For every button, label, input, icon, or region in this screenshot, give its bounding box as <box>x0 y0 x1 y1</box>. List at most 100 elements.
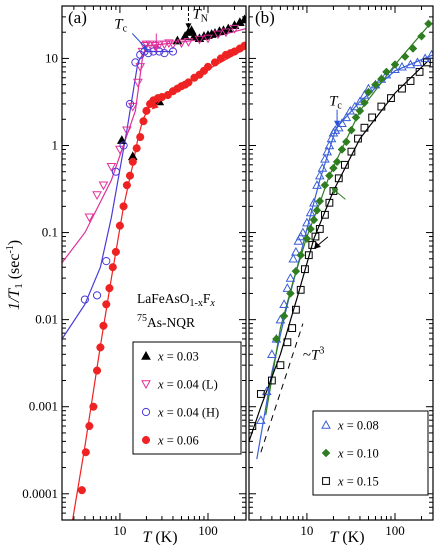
x-tick-label: 10 <box>113 523 126 538</box>
legend-marker <box>141 435 151 445</box>
data-point <box>349 101 360 111</box>
data-point <box>312 205 322 215</box>
data-point <box>256 390 265 398</box>
data-point <box>406 77 415 85</box>
legend-label: x = 0.03 <box>157 350 199 364</box>
data-point <box>105 284 114 293</box>
data-point <box>330 125 341 134</box>
data-point <box>128 157 137 166</box>
panel-b: 10 100 T (K) (b) x = 0.08 x = 0.10 x = 0.15 Tc ~… <box>248 5 434 545</box>
data-point <box>360 98 369 108</box>
data-point <box>80 295 89 304</box>
data-point <box>325 171 334 181</box>
y-tick-label: 10 <box>45 50 58 65</box>
data-point <box>221 28 231 38</box>
y-axis-title: 1/T1 (sec-1) <box>5 240 25 310</box>
data-point <box>322 146 333 156</box>
legend-marker <box>141 407 151 417</box>
data-point <box>390 60 400 69</box>
data-point <box>296 285 305 294</box>
data-point <box>400 52 410 61</box>
data-point <box>133 78 143 88</box>
data-point <box>325 198 334 207</box>
data-point <box>314 170 325 180</box>
kink-arrowhead-green <box>331 187 339 195</box>
data-point <box>351 113 361 122</box>
data-point <box>309 215 319 225</box>
data-point <box>355 106 365 116</box>
tc-arrowhead <box>142 44 149 52</box>
data-point <box>320 180 330 190</box>
legend-marker <box>141 380 151 390</box>
legend-marker <box>322 477 330 485</box>
data-point <box>154 40 165 50</box>
legend-marker <box>141 350 151 360</box>
data-point <box>98 181 109 191</box>
data-point <box>354 134 362 143</box>
data-point <box>417 31 426 41</box>
y-tick-label: 1 <box>52 137 59 152</box>
data-point <box>164 39 174 49</box>
data-point <box>282 283 293 292</box>
data-point <box>272 334 281 344</box>
tc-arrowhead <box>334 120 341 127</box>
data-point <box>408 44 418 53</box>
data-point <box>337 118 347 127</box>
legend-label: x = 0.15 <box>337 475 379 489</box>
data-point <box>144 49 153 58</box>
data-point <box>298 227 308 237</box>
data-point <box>381 69 392 79</box>
legend-box <box>312 410 429 496</box>
data-point <box>304 251 313 260</box>
data-point <box>106 163 117 172</box>
data-point <box>309 197 319 207</box>
data-point <box>176 39 187 49</box>
data-point <box>377 74 386 84</box>
x-axis-title: T (K) <box>142 529 177 545</box>
data-point <box>360 123 369 132</box>
data-point <box>333 122 344 132</box>
legend-label: x = 0.04 (H) <box>157 406 219 420</box>
data-point <box>387 94 395 103</box>
data-point <box>364 87 373 97</box>
data-point <box>92 191 102 201</box>
legend-label: x = 0.04 (L) <box>157 378 218 392</box>
data-point <box>390 64 400 74</box>
tc-arrow <box>131 33 147 49</box>
data-point <box>422 58 431 67</box>
data-point <box>317 163 328 172</box>
data-point <box>285 273 296 282</box>
data-point <box>122 181 131 190</box>
data-point <box>288 324 297 332</box>
data-point <box>149 47 158 56</box>
data-point <box>334 174 343 183</box>
y-tick-label: 0.001 <box>29 399 58 414</box>
data-point <box>326 133 337 143</box>
data-point <box>426 49 433 59</box>
y-tick-label: 0.0001 <box>22 486 58 501</box>
data-point <box>288 253 299 263</box>
legend-box <box>132 341 242 455</box>
tc-label: Tc <box>114 17 127 35</box>
data-point <box>99 321 108 330</box>
data-point <box>127 102 138 112</box>
data-point <box>341 137 351 147</box>
data-point <box>398 84 406 93</box>
data-point <box>159 40 170 50</box>
data-point <box>412 57 423 67</box>
data-point <box>249 422 257 430</box>
data-point <box>122 126 132 136</box>
data-point <box>81 448 90 457</box>
data-point <box>332 157 342 167</box>
kink-arrowhead-black <box>313 241 321 249</box>
data-point <box>320 153 330 163</box>
data-point <box>275 314 286 324</box>
data-point <box>184 78 193 87</box>
data-point <box>279 311 289 321</box>
data-point <box>329 163 338 173</box>
data-point <box>115 221 124 230</box>
data-point <box>347 147 356 156</box>
data-point <box>267 376 276 385</box>
data-point <box>359 89 370 99</box>
